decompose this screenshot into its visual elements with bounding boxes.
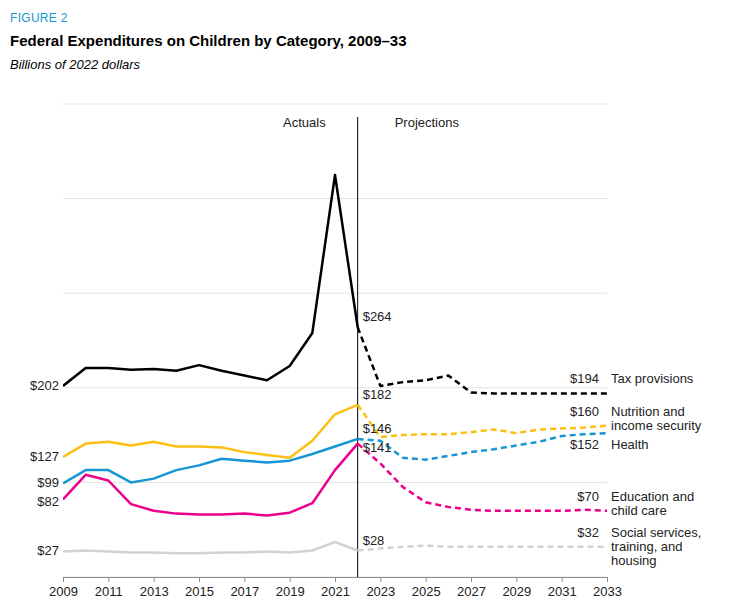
- series-line-projection: [358, 546, 607, 551]
- series-name: Nutrition and income security: [611, 404, 702, 433]
- x-tick-label: 2013: [140, 584, 169, 599]
- series-name-line: Nutrition and: [611, 404, 688, 419]
- x-tick-mark: [108, 577, 109, 582]
- x-tick-mark: [471, 577, 472, 582]
- x-tick-label: 2021: [321, 584, 350, 599]
- series-name-line: child care: [611, 503, 667, 518]
- subtitle: Billions of 2022 dollars: [10, 57, 141, 72]
- value-label: $264: [363, 309, 392, 324]
- annotation-left: Actuals: [283, 115, 326, 130]
- x-tick-label: 2011: [95, 584, 123, 599]
- value-label: $160: [570, 404, 599, 419]
- series-line-actual: [63, 405, 358, 458]
- x-tick: 2029: [502, 577, 531, 599]
- series-line-projection: [358, 327, 607, 393]
- value-label: $141: [363, 440, 392, 455]
- x-tick-label: 2029: [502, 584, 531, 599]
- x-tick-label: 2009: [49, 584, 78, 599]
- x-tick-mark: [380, 577, 381, 582]
- value-label: $32: [577, 525, 599, 540]
- x-tick: 2015: [185, 577, 214, 599]
- value-label: $27: [37, 543, 59, 558]
- value-label: $127: [30, 449, 59, 464]
- series-name-line: Social services,: [611, 525, 705, 540]
- x-tick: 2011: [95, 577, 123, 599]
- x-tick: 2033: [593, 577, 622, 599]
- x-tick-mark: [63, 577, 64, 582]
- x-tick-mark: [426, 577, 427, 582]
- x-tick: 2031: [548, 577, 577, 599]
- x-tick: 2009: [49, 577, 78, 599]
- series-name: Education and child care: [611, 489, 698, 518]
- series-line-actual: [63, 542, 358, 553]
- series-name-line: Education and: [611, 489, 698, 504]
- x-tick-label: 2027: [457, 584, 486, 599]
- value-label: $182: [363, 387, 392, 402]
- series-name-line: training, and: [611, 539, 686, 554]
- x-tick-mark: [562, 577, 563, 582]
- value-label: $146: [363, 421, 392, 436]
- x-tick-label: 2015: [185, 584, 214, 599]
- series-name-line: Health: [611, 437, 649, 452]
- x-tick-mark: [199, 577, 200, 582]
- x-tick-label: 2023: [366, 584, 395, 599]
- divider-line: [357, 117, 358, 577]
- x-tick-mark: [154, 577, 155, 582]
- annotation-right: Projections: [395, 115, 460, 130]
- series-name: Social services, training, and housing: [611, 525, 705, 568]
- x-tick-label: 2017: [230, 584, 259, 599]
- grid-line: [63, 387, 607, 388]
- value-label: $194: [570, 371, 599, 386]
- grid-line: [63, 104, 607, 105]
- lines: [63, 175, 607, 553]
- grid-line: [63, 482, 607, 483]
- value-label: $99: [37, 475, 59, 490]
- grid-line: [63, 198, 607, 199]
- value-label: $70: [577, 489, 599, 504]
- series-name-line: Tax provisions: [611, 371, 694, 386]
- x-tick: 2027: [457, 577, 486, 599]
- figure-label: FIGURE 2: [10, 11, 68, 25]
- x-tick-label: 2025: [412, 584, 441, 599]
- value-label: $152: [570, 437, 599, 452]
- title: Federal Expenditures on Children by Cate…: [10, 32, 407, 49]
- series-name-line: income security: [611, 418, 702, 433]
- x-tick: 2013: [140, 577, 169, 599]
- value-label: $202: [30, 378, 59, 393]
- series-name-line: housing: [611, 553, 657, 568]
- x-tick-mark: [244, 577, 245, 582]
- series-line-actual: [63, 439, 358, 483]
- x-tick-label: 2031: [548, 584, 577, 599]
- x-tick: 2025: [412, 577, 441, 599]
- x-tick-label: 2033: [593, 584, 622, 599]
- grid: [63, 104, 607, 577]
- value-label: $28: [363, 533, 385, 548]
- x-tick-label: 2019: [276, 584, 305, 599]
- series-line-actual: [63, 175, 358, 386]
- chart: FIGURE 2 Federal Expenditures on Children…: [0, 0, 751, 607]
- x-tick: 2021: [321, 577, 350, 599]
- labels: $202 $127 $99 $82 $27 $264 $182 $146 $141 $28 $194…: [30, 309, 705, 567]
- grid-line: [63, 293, 607, 294]
- series-name: Health: [611, 437, 649, 452]
- series-line-projection: [358, 433, 607, 459]
- x-tick: 2023: [366, 577, 395, 599]
- value-label: $82: [37, 494, 59, 509]
- x-tick-mark: [290, 577, 291, 582]
- x-tick: 2019: [276, 577, 305, 599]
- x-tick-mark: [607, 577, 608, 582]
- series-name: Tax provisions: [611, 371, 694, 386]
- series-line-projection: [358, 444, 607, 511]
- x-axis: 2009 2011 2013 2015 2017 2019 2021 2023 2025 2027…: [49, 577, 622, 599]
- x-tick-mark: [335, 577, 336, 582]
- x-tick-mark: [516, 577, 517, 582]
- x-tick: 2017: [230, 577, 259, 599]
